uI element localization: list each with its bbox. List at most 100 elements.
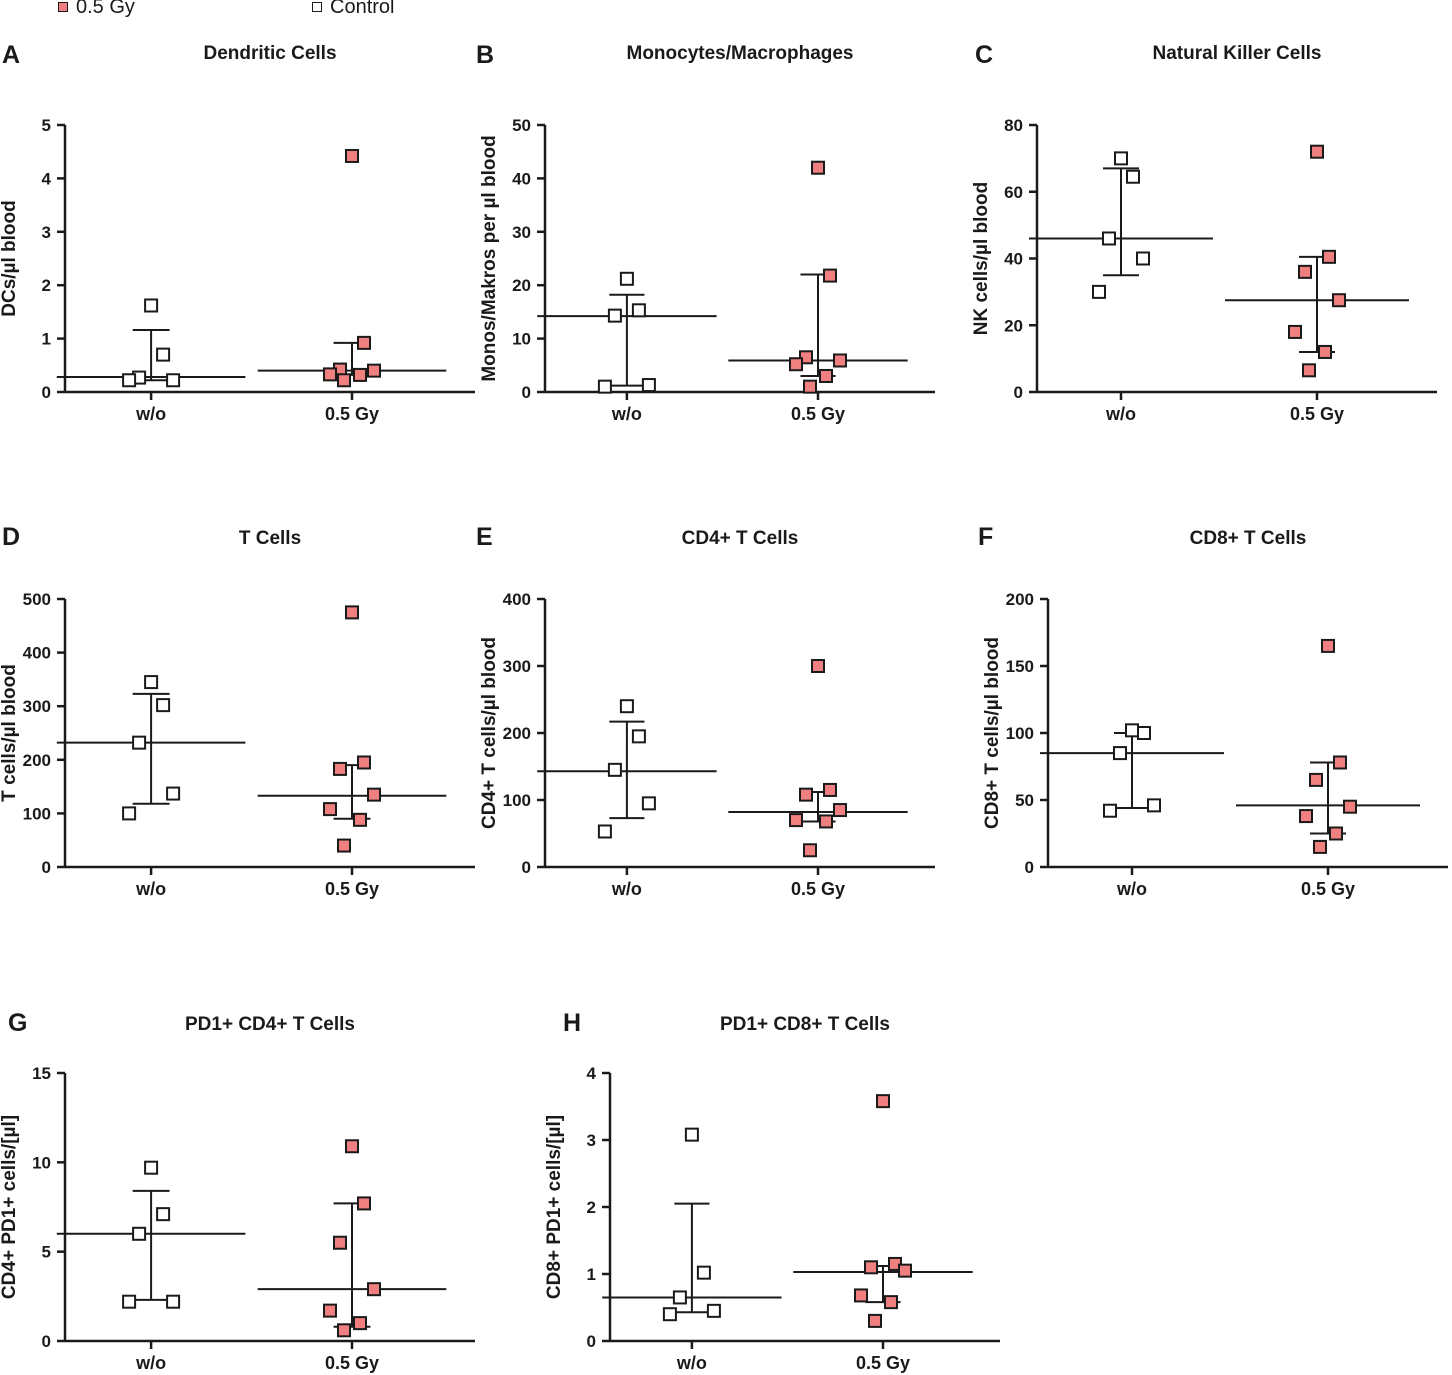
data-point-irradiated — [819, 814, 833, 829]
data-point-irradiated — [1288, 324, 1302, 339]
data-point-control — [1092, 284, 1106, 299]
y-tick-label: 5 — [42, 116, 51, 135]
y-axis-title: CD8+ T cells/µl blood — [982, 637, 1003, 829]
y-tick-label: 200 — [503, 724, 531, 743]
data-point-control — [607, 308, 622, 323]
data-point-irradiated — [367, 787, 381, 802]
data-point-irradiated — [803, 379, 817, 394]
y-tick-label: 60 — [1004, 183, 1023, 202]
y-tick-label: 1 — [42, 330, 51, 349]
data-point-control — [156, 347, 171, 362]
y-tick-label: 0 — [42, 1332, 51, 1351]
data-point-control — [597, 379, 612, 394]
data-point-control — [156, 1207, 171, 1222]
y-tick-label: 2 — [42, 276, 51, 295]
data-point-irradiated — [367, 363, 381, 378]
y-axis-title: CD4+ PD1+ cells/[µl] — [0, 1115, 20, 1299]
y-axis-title: NK cells/µl blood — [971, 182, 992, 335]
y-tick-label: 400 — [503, 590, 531, 609]
data-point-control — [1113, 746, 1127, 761]
panel-letter-d: D — [2, 523, 21, 551]
data-point-control — [1102, 231, 1116, 246]
y-tick-label: 3 — [587, 1131, 596, 1150]
data-point-irradiated — [337, 373, 351, 388]
data-point-irradiated — [357, 1196, 371, 1211]
legend: 0.5 Gy Control — [0, 0, 1452, 22]
x-category-label: w/o — [611, 404, 642, 424]
data-point-irradiated — [353, 367, 367, 382]
data-point-irradiated — [357, 755, 371, 770]
x-category-label: 0.5 Gy — [791, 879, 845, 899]
data-point-control — [144, 675, 159, 690]
chart-title-h: PD1+ CD8+ T Cells — [719, 1014, 891, 1035]
data-point-control — [631, 729, 646, 744]
legend-item-irradiated: 0.5 Gy — [58, 0, 135, 18]
chart-title-g: PD1+ CD4+ T Cells — [184, 1014, 356, 1035]
x-category-label: 0.5 Gy — [325, 1353, 379, 1373]
data-point-control — [597, 824, 612, 839]
y-tick-label: 100 — [503, 791, 531, 810]
y-tick-label: 40 — [1004, 250, 1023, 269]
chart-title-b: Monocytes/Macrophages — [626, 43, 854, 64]
y-tick-label: 150 — [1006, 657, 1034, 676]
y-tick-label: 80 — [1004, 116, 1023, 135]
data-point-control — [156, 698, 171, 713]
y-tick-label: 1 — [587, 1265, 596, 1284]
y-tick-label: 300 — [503, 657, 531, 676]
y-tick-label: 40 — [512, 169, 531, 188]
panel-letter-g: G — [8, 1009, 28, 1037]
data-point-irradiated — [1310, 144, 1324, 159]
data-point-irradiated — [337, 838, 351, 853]
data-point-control — [1114, 151, 1128, 166]
data-point-irradiated — [823, 268, 837, 283]
chart-title-a: Dendritic Cells — [203, 43, 337, 64]
data-point-irradiated — [1343, 799, 1357, 814]
y-tick-label: 20 — [512, 276, 531, 295]
x-category-label: w/o — [135, 404, 166, 424]
data-point-control — [166, 786, 181, 801]
y-tick-label: 0 — [587, 1332, 596, 1351]
panel-letter-e: E — [476, 523, 493, 551]
data-point-irradiated — [1332, 293, 1346, 308]
data-point-control — [122, 373, 137, 388]
y-tick-label: 0 — [522, 383, 531, 402]
y-axis-title: Monos/Makros per µl blood — [479, 135, 500, 381]
y-axis-title: T cells/µl blood — [0, 664, 20, 802]
data-point-irradiated — [803, 843, 817, 858]
data-point-irradiated — [345, 148, 359, 163]
data-point-irradiated — [1321, 638, 1335, 653]
data-point-control — [132, 1226, 147, 1241]
data-point-control — [684, 1127, 699, 1142]
y-tick-label: 4 — [42, 169, 52, 188]
x-category-label: w/o — [676, 1353, 707, 1373]
data-point-irradiated — [868, 1313, 882, 1328]
data-point-irradiated — [333, 761, 347, 776]
panel-letter-h: H — [563, 1009, 582, 1037]
y-tick-label: 0 — [42, 383, 51, 402]
chart-title-e: CD4+ T Cells — [681, 528, 799, 549]
y-axis-title: CD4+ T cells/µl blood — [479, 637, 500, 829]
data-point-control — [641, 796, 656, 811]
y-tick-label: 100 — [23, 804, 51, 823]
y-tick-label: 0 — [42, 858, 51, 877]
data-point-control — [1147, 798, 1161, 813]
y-tick-label: 50 — [512, 116, 531, 135]
data-point-irradiated — [367, 1282, 381, 1297]
data-point-irradiated — [345, 1139, 359, 1154]
data-point-control — [672, 1290, 687, 1305]
x-category-label: 0.5 Gy — [1290, 404, 1344, 424]
y-tick-label: 30 — [512, 223, 531, 242]
legend-swatch-control — [312, 2, 322, 12]
y-axis-title: CD8+ PD1+ cells/[µl] — [544, 1115, 565, 1299]
y-tick-label: 0 — [522, 858, 531, 877]
data-point-irradiated — [811, 160, 825, 175]
data-point-irradiated — [1313, 839, 1327, 854]
data-point-irradiated — [1302, 363, 1316, 378]
data-point-irradiated — [1318, 344, 1332, 359]
data-point-control — [631, 303, 646, 318]
